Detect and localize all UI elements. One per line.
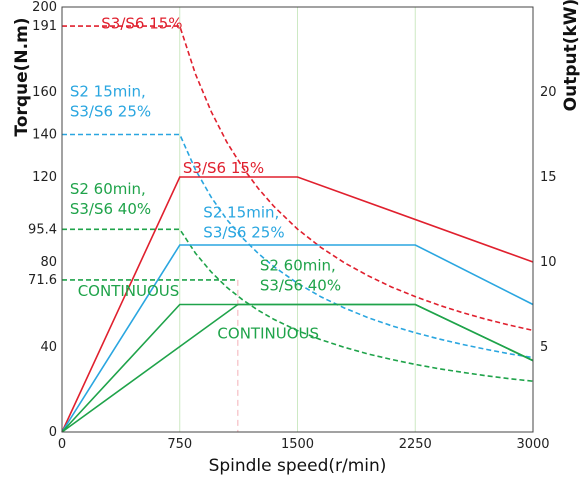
curve-label-line: S3/S6 15% — [101, 14, 182, 32]
x-tick-label: 3000 — [516, 437, 549, 452]
x-tick-label: 2250 — [399, 437, 432, 452]
curve-labels: S3/S6 15% S2 15min, S3/S6 25% S2 60min, S3/S… — [70, 14, 341, 342]
y-tick-label: 0 — [49, 425, 57, 440]
y-tick-label: 40 — [40, 340, 57, 355]
curve-label: S2 15min, S3/S6 25% — [203, 203, 284, 241]
output-s3-s6-15-line — [61, 176, 534, 433]
curve-label-line: S3/S6 40% — [260, 277, 341, 295]
curve-label-line: S2 15min, — [203, 203, 279, 221]
y-tick-label: 200 — [32, 0, 57, 15]
y-tick-label: 160 — [32, 85, 57, 100]
curve-label-line: S3/S6 25% — [203, 223, 284, 241]
output-continuous-line — [61, 303, 534, 433]
series-lines — [61, 25, 534, 433]
curve-label: S2 15min, S3/S6 25% — [70, 82, 151, 120]
y2-tick-label: 10 — [540, 255, 557, 270]
y-tick-label: 140 — [32, 128, 57, 143]
y-tick-label: 95.4 — [28, 222, 57, 237]
curve-label: S3/S6 15% — [101, 14, 182, 32]
y-tick-label: 71.6 — [28, 273, 57, 288]
curve-label: S2 60min, S3/S6 40% — [260, 257, 341, 295]
curve-label-line: S3/S6 25% — [70, 102, 151, 120]
y-tick-label: 80 — [40, 255, 57, 270]
curve-label: S2 60min, S3/S6 40% — [70, 180, 151, 218]
x-axis-title: Spindle speed(r/min) — [209, 456, 387, 476]
tick-labels: 0 750 1500 2250 3000 0 40 71.6 80 95.4 120 140 160 19… — [28, 0, 557, 452]
y-tick-label: 120 — [32, 170, 57, 185]
curve-label: S3/S6 15% — [183, 159, 264, 177]
y-tick-label: 191 — [32, 19, 57, 34]
curve-label-line: CONTINUOUS — [78, 282, 180, 300]
y2-axis-title: Output(kW) — [561, 0, 581, 111]
curve-label-line: S2 60min, — [70, 180, 146, 198]
y2-tick-label: 15 — [540, 170, 557, 185]
curve-label-line: S3/S6 15% — [183, 159, 264, 177]
curve-label-line: S2 60min, — [260, 257, 336, 275]
x-tick-label: 0 — [58, 437, 66, 452]
curve-label-line: S2 15min, — [70, 82, 146, 100]
y-axis-title: Torque(N.m) — [12, 17, 32, 136]
torque-s3-s6-15-line — [62, 25, 534, 332]
plot-frame — [61, 6, 534, 433]
y2-tick-label: 5 — [540, 340, 548, 355]
y2-tick-label: 20 — [540, 85, 557, 100]
torque-s2-60min-s3-s6-40-line — [62, 228, 534, 382]
output-s2-15min-s3-s6-25-line — [61, 244, 534, 433]
x-tick-label: 1500 — [281, 437, 314, 452]
curve-label: CONTINUOUS — [217, 325, 319, 343]
curve-label-line: S3/S6 40% — [70, 200, 151, 218]
torque-s2-15min-s3-s6-25-line — [62, 133, 534, 359]
curve-label: CONTINUOUS — [78, 282, 180, 300]
x-tick-label: 750 — [167, 437, 192, 452]
curve-label-line: CONTINUOUS — [217, 325, 319, 343]
